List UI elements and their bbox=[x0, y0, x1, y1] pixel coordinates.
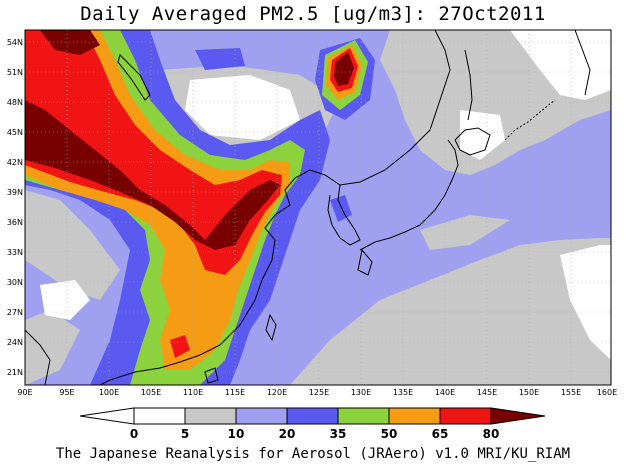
lat-label: 33N bbox=[7, 248, 23, 257]
blue-patch-north bbox=[195, 48, 245, 70]
lon-label: 125E bbox=[309, 388, 329, 397]
colorbar-bin bbox=[235, 407, 288, 425]
coastlines bbox=[25, 30, 591, 385]
colorbar-tick-label: 50 bbox=[381, 427, 398, 441]
darkred-patch-northeast bbox=[334, 52, 354, 86]
colorbar-tick-label: 0 bbox=[130, 427, 138, 441]
lon-label: 95E bbox=[59, 388, 74, 397]
coastline-hokkaido bbox=[454, 127, 491, 156]
colorbar-bin bbox=[388, 407, 441, 425]
darkred-plume bbox=[25, 100, 280, 250]
colorbar-bin bbox=[439, 407, 492, 425]
colorbar-lower-arrow bbox=[79, 407, 135, 425]
lat-label: 51N bbox=[7, 68, 23, 77]
lon-label: 115E bbox=[225, 388, 245, 397]
lon-tick-labels: 90E 95E 100E 105E 110E 115E 120E 125E 13… bbox=[17, 388, 617, 397]
colorbar-tick-label: 65 bbox=[432, 427, 449, 441]
red-plume bbox=[25, 30, 282, 275]
colorbar-bin bbox=[184, 407, 237, 425]
lat-label: 48N bbox=[7, 98, 23, 107]
lon-label: 160E bbox=[597, 388, 617, 397]
lon-label: 135E bbox=[393, 388, 413, 397]
footer-credit: The Japanese Reanalysis for Aerosol (JRA… bbox=[55, 446, 571, 462]
lat-tick-labels: 54N 51N 48N 45N 42N 39N 36N 33N 30N 27N … bbox=[7, 38, 23, 377]
grey-region-west bbox=[25, 190, 120, 300]
lon-label: 110E bbox=[183, 388, 203, 397]
coastline-taiwan bbox=[265, 313, 277, 342]
coastline-sakhalin bbox=[464, 49, 473, 121]
lon-label: 155E bbox=[561, 388, 581, 397]
coastline-southwest bbox=[25, 329, 51, 385]
lat-label: 45N bbox=[7, 128, 23, 137]
lon-label: 140E bbox=[435, 388, 455, 397]
blue-patch-korea bbox=[330, 195, 352, 222]
colorbar-tick-label: 80 bbox=[483, 427, 500, 441]
lat-label: 39N bbox=[7, 188, 23, 197]
colorbar-tick-label: 20 bbox=[279, 427, 296, 441]
lon-label: 145E bbox=[477, 388, 497, 397]
colorbar bbox=[79, 407, 546, 425]
white-region-sakhalin bbox=[460, 110, 505, 160]
lon-label: 90E bbox=[17, 388, 32, 397]
colorbar-tick-label: 5 bbox=[181, 427, 189, 441]
lat-label: 21N bbox=[7, 368, 23, 377]
concentration-field bbox=[25, 30, 611, 385]
lat-label: 54N bbox=[7, 38, 23, 47]
colorbar-upper-arrow bbox=[490, 407, 546, 425]
colorbar-bin bbox=[337, 407, 390, 425]
darkred-patch-north bbox=[40, 30, 100, 55]
lon-label: 100E bbox=[99, 388, 119, 397]
coastline-kyushu bbox=[357, 248, 373, 276]
map-frame bbox=[24, 29, 612, 386]
lat-label: 36N bbox=[7, 218, 23, 227]
colorbar-bin bbox=[286, 407, 339, 425]
island-arc bbox=[504, 99, 556, 141]
grey-region-pacific-band bbox=[290, 238, 611, 385]
white-region-mongolia bbox=[185, 75, 300, 140]
coastline-hainan bbox=[204, 367, 219, 384]
lat-label: 24N bbox=[7, 338, 23, 347]
colorbar-tick-label: 35 bbox=[330, 427, 347, 441]
coastline-japan-honshu bbox=[359, 139, 459, 251]
colorbar-labels: 0 5 10 20 35 50 65 80 bbox=[130, 427, 500, 441]
lon-label: 150E bbox=[519, 388, 539, 397]
gridlines bbox=[25, 30, 611, 385]
lat-label: 42N bbox=[7, 158, 23, 167]
colorbar-bin bbox=[133, 407, 186, 425]
coastline-korea bbox=[327, 184, 361, 246]
coastline-china bbox=[99, 30, 451, 385]
map-title: Daily Averaged PM2.5 [ug/m3]: 27Oct2011 bbox=[80, 3, 546, 25]
coastline-kamchatka bbox=[574, 30, 591, 96]
lat-label: 30N bbox=[7, 278, 23, 287]
lon-label: 105E bbox=[141, 388, 161, 397]
grey-region-southwest bbox=[25, 310, 80, 385]
white-region-northeast bbox=[510, 30, 611, 100]
white-region-pacific bbox=[560, 245, 611, 360]
lake-baikal bbox=[117, 54, 151, 101]
red-patch-south bbox=[170, 335, 190, 358]
lon-label: 120E bbox=[267, 388, 287, 397]
lon-label: 130E bbox=[351, 388, 371, 397]
lat-label: 27N bbox=[7, 308, 23, 317]
grey-region-sea bbox=[420, 215, 510, 250]
colorbar-tick-label: 10 bbox=[228, 427, 245, 441]
white-region-south-china bbox=[40, 280, 90, 320]
